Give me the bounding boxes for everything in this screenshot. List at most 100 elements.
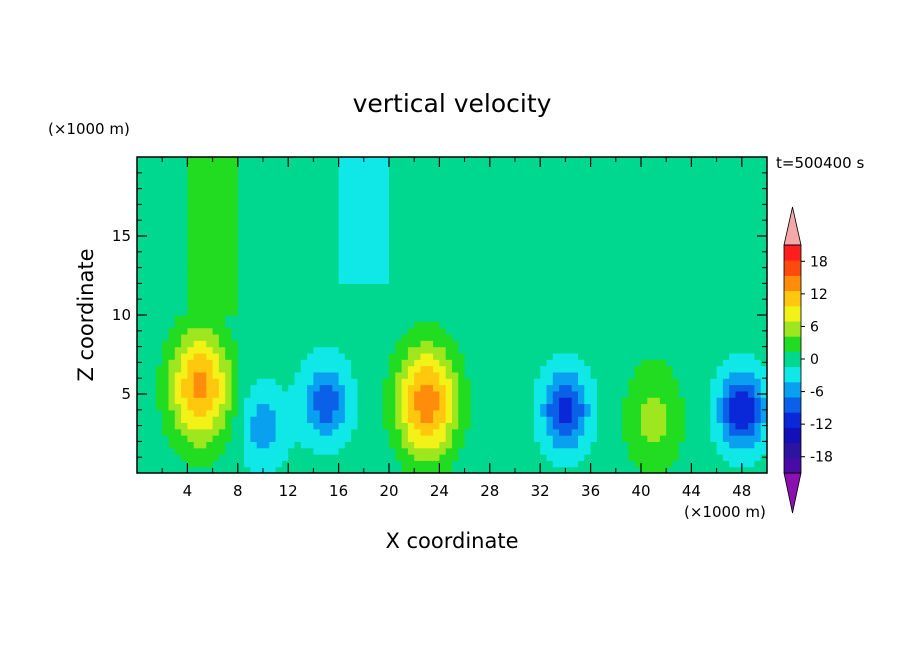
heatmap-cell bbox=[231, 321, 239, 329]
heatmap-cell bbox=[729, 390, 737, 398]
heatmap-cell bbox=[389, 188, 396, 196]
heatmap-cell bbox=[332, 258, 340, 266]
heatmap-cell bbox=[590, 207, 598, 215]
heatmap-cell bbox=[162, 289, 170, 297]
heatmap-cell bbox=[678, 460, 686, 468]
heatmap-cell bbox=[225, 346, 233, 354]
heatmap-cell bbox=[722, 169, 730, 177]
heatmap-cell bbox=[225, 308, 233, 316]
heatmap-cell bbox=[218, 460, 226, 468]
heatmap-cell bbox=[647, 441, 655, 449]
heatmap-cell bbox=[200, 409, 207, 417]
heatmap-cell bbox=[760, 289, 767, 297]
heatmap-cell bbox=[294, 188, 302, 196]
heatmap-cell bbox=[407, 270, 415, 278]
heatmap-cell bbox=[722, 163, 730, 171]
heatmap-cell bbox=[496, 447, 503, 455]
heatmap-cell bbox=[193, 194, 201, 202]
heatmap-cell bbox=[533, 163, 541, 171]
heatmap-cell bbox=[672, 397, 680, 405]
heatmap-cell bbox=[426, 296, 434, 303]
heatmap-cell bbox=[389, 397, 396, 405]
heatmap-cell bbox=[647, 371, 655, 379]
heatmap-cell bbox=[370, 390, 377, 398]
heatmap-cell bbox=[269, 232, 277, 240]
heatmap-cell bbox=[628, 182, 636, 190]
heatmap-cell bbox=[659, 289, 667, 297]
heatmap-cell bbox=[647, 447, 655, 455]
heatmap-cell bbox=[206, 428, 214, 436]
heatmap-cell bbox=[496, 365, 503, 373]
heatmap-cell bbox=[565, 447, 573, 455]
heatmap-cell bbox=[603, 207, 611, 215]
heatmap-cell bbox=[735, 296, 743, 303]
heatmap-cell bbox=[615, 201, 623, 209]
heatmap-cell bbox=[729, 333, 737, 341]
heatmap-cell bbox=[552, 232, 560, 240]
heatmap-cell bbox=[521, 258, 529, 266]
heatmap-cell bbox=[376, 258, 384, 266]
heatmap-cell bbox=[628, 460, 636, 468]
heatmap-cell bbox=[678, 365, 686, 373]
heatmap-cell bbox=[672, 277, 680, 284]
heatmap-cell bbox=[477, 428, 485, 436]
heatmap-cell bbox=[659, 226, 667, 234]
heatmap-cell bbox=[187, 466, 195, 473]
heatmap-cell bbox=[760, 245, 767, 253]
heatmap-cell bbox=[552, 321, 560, 329]
heatmap-cell bbox=[256, 226, 264, 234]
heatmap-cell bbox=[162, 201, 170, 209]
heatmap-cell bbox=[351, 378, 359, 386]
heatmap-cell bbox=[294, 194, 302, 202]
heatmap-cell bbox=[439, 378, 447, 386]
heatmap-cell bbox=[678, 289, 686, 297]
heatmap-cell bbox=[710, 283, 718, 291]
heatmap-cell bbox=[496, 321, 503, 329]
heatmap-cell bbox=[426, 422, 434, 430]
heatmap-cell bbox=[489, 454, 497, 461]
heatmap-cell bbox=[332, 454, 340, 461]
heatmap-cell bbox=[307, 226, 314, 234]
heatmap-cell bbox=[584, 169, 592, 177]
heatmap-cell bbox=[760, 220, 767, 228]
heatmap-cell bbox=[250, 289, 258, 297]
heatmap-cell bbox=[155, 327, 163, 335]
heatmap-cell bbox=[250, 397, 258, 405]
heatmap-cell bbox=[691, 371, 699, 379]
heatmap-cell bbox=[628, 390, 636, 398]
heatmap-cell bbox=[351, 346, 359, 354]
heatmap-cell bbox=[263, 428, 270, 436]
heatmap-cell bbox=[407, 441, 415, 449]
heatmap-cell bbox=[722, 333, 730, 341]
heatmap-cell bbox=[609, 302, 617, 310]
heatmap-cell bbox=[615, 169, 623, 177]
heatmap-cell bbox=[622, 264, 629, 272]
heatmap-cell bbox=[319, 264, 327, 272]
heatmap-cell bbox=[470, 213, 478, 221]
heatmap-cell bbox=[439, 403, 447, 411]
heatmap-cell bbox=[275, 277, 283, 284]
heatmap-cell bbox=[470, 188, 478, 196]
heatmap-cell bbox=[584, 416, 592, 424]
heatmap-cell bbox=[735, 340, 743, 348]
heatmap-cell bbox=[741, 308, 749, 316]
heatmap-cell bbox=[622, 315, 629, 322]
heatmap-cell bbox=[389, 283, 396, 291]
heatmap-cell bbox=[458, 264, 466, 272]
heatmap-cell bbox=[162, 283, 170, 291]
heatmap-cell bbox=[244, 175, 251, 183]
heatmap-cell bbox=[269, 157, 277, 164]
heatmap-cell bbox=[389, 182, 396, 190]
heatmap-cell bbox=[477, 264, 485, 272]
heatmap-cell bbox=[193, 371, 201, 379]
heatmap-cell bbox=[590, 441, 598, 449]
heatmap-cell bbox=[515, 207, 522, 215]
heatmap-cell bbox=[559, 245, 566, 253]
heatmap-cell bbox=[533, 315, 541, 322]
heatmap-cell bbox=[256, 428, 264, 436]
heatmap-cell bbox=[143, 327, 151, 335]
heatmap-cell bbox=[288, 371, 296, 379]
heatmap-cell bbox=[571, 277, 579, 284]
heatmap-cell bbox=[300, 213, 308, 221]
heatmap-cell bbox=[533, 302, 541, 310]
